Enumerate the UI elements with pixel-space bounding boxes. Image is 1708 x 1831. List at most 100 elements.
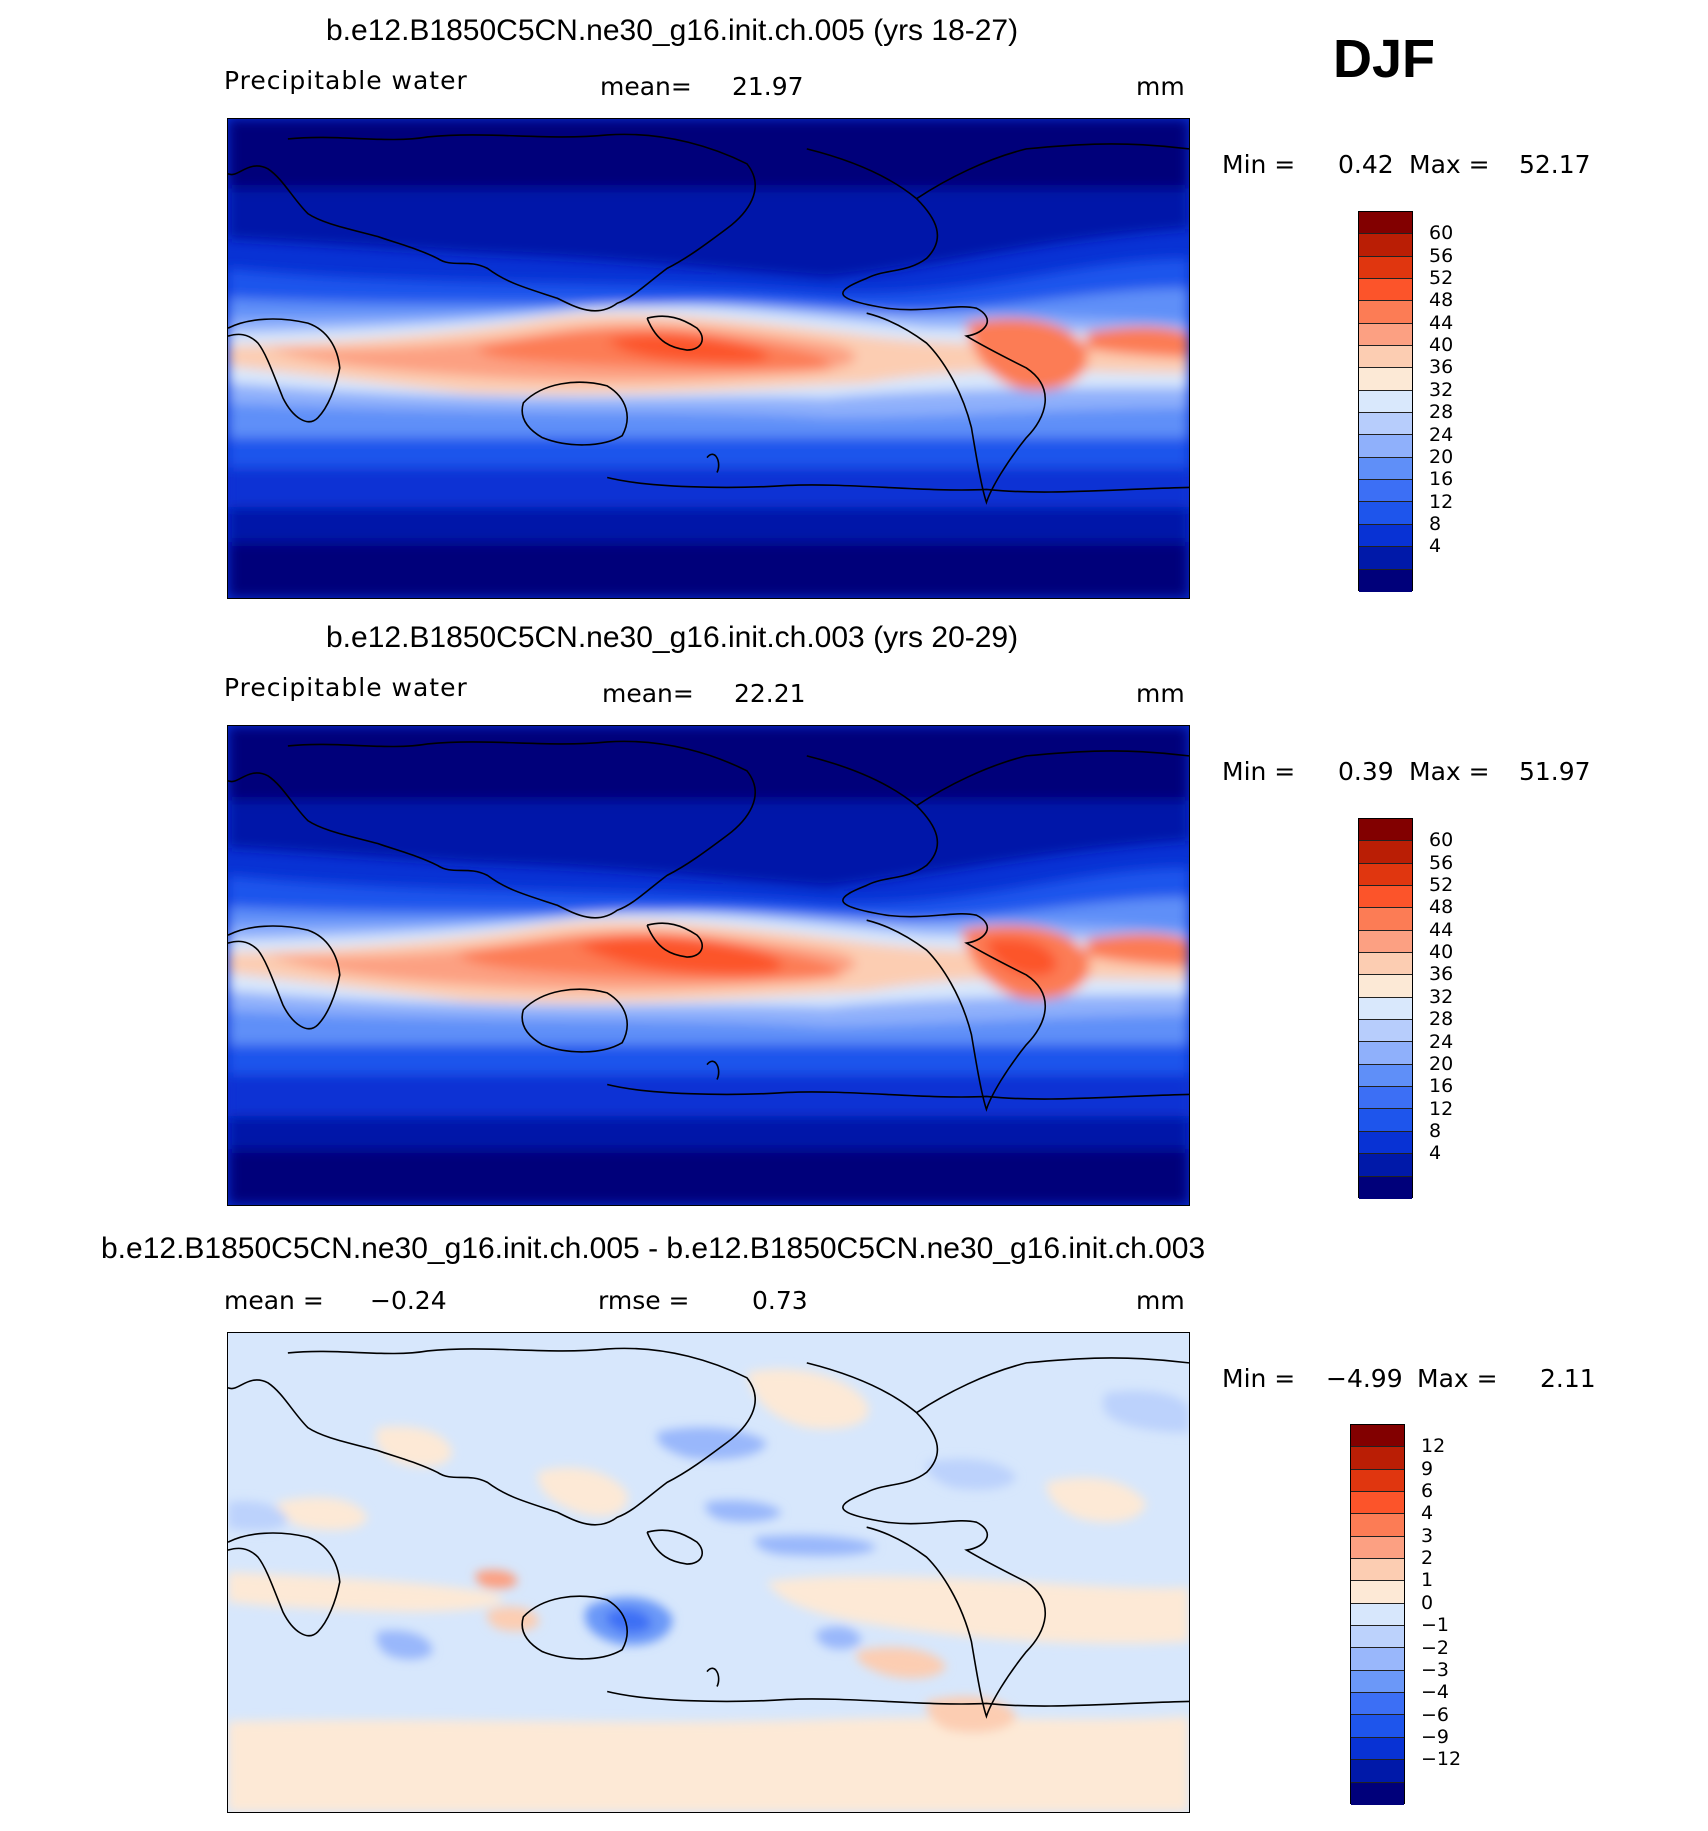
- colorbar-segment: [1359, 1154, 1412, 1177]
- min-value: −4.99: [1326, 1364, 1403, 1393]
- colorbar-tick-label: 3: [1421, 1524, 1434, 1547]
- max-value: 51.97: [1519, 757, 1591, 786]
- colorbar-segment: [1359, 457, 1412, 481]
- colorbar-tick-label: 28: [1429, 401, 1454, 424]
- min-value: 0.42: [1338, 150, 1394, 179]
- rmse-label: rmse =: [598, 1286, 690, 1315]
- colorbar-tick-label: 16: [1429, 468, 1454, 491]
- mean-value: 21.97: [732, 72, 804, 101]
- colorbar-tick-label: −6: [1421, 1703, 1450, 1726]
- colorbar-tick-label: 36: [1429, 963, 1454, 986]
- colorbar-segment: [1359, 953, 1412, 976]
- colorbar-tick-label: 52: [1429, 874, 1454, 897]
- colorbar-tick-label: −9: [1421, 1725, 1450, 1748]
- colorbar-segment: [1351, 1559, 1404, 1582]
- precipitable-water-map: [227, 118, 1190, 599]
- colorbar-tick-label: 60: [1429, 829, 1454, 852]
- mean-label: mean=: [600, 72, 692, 101]
- colorbar-segment: [1359, 841, 1412, 864]
- max-value: 52.17: [1519, 150, 1591, 179]
- colorbar-tick-label: 40: [1429, 334, 1454, 357]
- units-label: mm: [1136, 1286, 1185, 1315]
- colorbar-tick-label: 48: [1429, 896, 1454, 919]
- colorbar-segment: [1359, 323, 1412, 347]
- colorbar-segment: [1359, 819, 1412, 842]
- rmse-value: 0.73: [752, 1286, 808, 1315]
- colorbar-tick-label: 12: [1429, 1097, 1454, 1120]
- colorbar-tick-label: 0: [1421, 1591, 1434, 1614]
- colorbar-tick-label: 32: [1429, 985, 1454, 1008]
- colorbar-segment: [1351, 1492, 1404, 1515]
- colorbar-segment: [1359, 1131, 1412, 1155]
- max-value: 2.11: [1540, 1364, 1596, 1393]
- colorbar-tick-label: 40: [1429, 941, 1454, 964]
- variable-label: Precipitable water: [224, 66, 468, 95]
- colorbar: [1358, 818, 1413, 1199]
- mean-label: mean=: [602, 679, 694, 708]
- colorbar-segment: [1351, 1603, 1404, 1627]
- colorbar-segment: [1359, 1064, 1412, 1088]
- colorbar-tick-label: 9: [1421, 1457, 1434, 1480]
- colorbar-segment: [1359, 1176, 1412, 1199]
- colorbar-segment: [1359, 212, 1412, 235]
- colorbar-segment: [1351, 1737, 1404, 1761]
- colorbar-tick-label: −2: [1421, 1636, 1450, 1659]
- colorbar-tick-label: 44: [1429, 918, 1454, 941]
- colorbar-segment: [1351, 1693, 1404, 1716]
- min-label: Min =: [1222, 1364, 1296, 1393]
- colorbar-segment: [1351, 1648, 1404, 1671]
- precipitable-water-map: [227, 725, 1190, 1206]
- colorbar-tick-label: 16: [1429, 1075, 1454, 1098]
- colorbar-tick-label: −4: [1421, 1681, 1450, 1704]
- colorbar-segment: [1359, 524, 1412, 548]
- panel-title: b.e12.B1850C5CN.ne30_g16.init.ch.005 (yr…: [326, 14, 1019, 47]
- min-value: 0.39: [1338, 757, 1394, 786]
- colorbar-segment: [1351, 1536, 1404, 1560]
- max-label: Max =: [1417, 1364, 1498, 1393]
- colorbar-tick-label: 1: [1421, 1569, 1434, 1592]
- colorbar-segment: [1359, 569, 1412, 592]
- colorbar-segment: [1359, 502, 1412, 525]
- colorbar-segment: [1359, 390, 1412, 414]
- colorbar-tick-label: 56: [1429, 244, 1454, 267]
- mean-value: 22.21: [734, 679, 806, 708]
- colorbar-tick-label: 24: [1429, 423, 1454, 446]
- colorbar-tick-label: 12: [1429, 490, 1454, 513]
- colorbar-segment: [1359, 346, 1412, 369]
- colorbar-tick-label: 20: [1429, 1052, 1454, 1075]
- colorbar-segment: [1351, 1581, 1404, 1604]
- colorbar: [1350, 1424, 1405, 1805]
- panel-title: b.e12.B1850C5CN.ne30_g16.init.ch.003 (yr…: [326, 621, 1019, 654]
- colorbar-segment: [1359, 234, 1412, 257]
- colorbar-tick-label: 4: [1429, 1142, 1442, 1165]
- colorbar-tick-label: 12: [1421, 1435, 1446, 1458]
- colorbar-segment: [1351, 1670, 1404, 1694]
- units-label: mm: [1136, 679, 1185, 708]
- colorbar-tick-label: 28: [1429, 1008, 1454, 1031]
- colorbar-tick-label: 8: [1429, 512, 1442, 535]
- colorbar-segment: [1359, 863, 1412, 887]
- colorbar-segment: [1359, 301, 1412, 324]
- colorbar-segment: [1351, 1626, 1404, 1649]
- colorbar-segment: [1359, 1042, 1412, 1065]
- colorbar-segment: [1359, 480, 1412, 503]
- colorbar-segment: [1351, 1425, 1404, 1448]
- colorbar-tick-label: 48: [1429, 289, 1454, 312]
- colorbar-tick-label: 4: [1429, 535, 1442, 558]
- panel-title: b.e12.B1850C5CN.ne30_g16.init.ch.005 - b…: [101, 1232, 1206, 1265]
- colorbar-segment: [1359, 1109, 1412, 1132]
- colorbar-segment: [1359, 435, 1412, 458]
- colorbar-tick-label: 36: [1429, 356, 1454, 379]
- max-label: Max =: [1409, 757, 1490, 786]
- colorbar-tick-label: 56: [1429, 851, 1454, 874]
- colorbar-tick-label: 44: [1429, 311, 1454, 334]
- colorbar-segment: [1359, 997, 1412, 1021]
- colorbar-segment: [1359, 1087, 1412, 1110]
- season-label: DJF: [1333, 29, 1436, 89]
- max-label: Max =: [1409, 150, 1490, 179]
- colorbar-segment: [1351, 1782, 1404, 1805]
- colorbar-segment: [1351, 1447, 1404, 1470]
- colorbar-tick-label: 8: [1429, 1119, 1442, 1142]
- colorbar-segment: [1359, 547, 1412, 570]
- mean-label: mean =: [224, 1286, 324, 1315]
